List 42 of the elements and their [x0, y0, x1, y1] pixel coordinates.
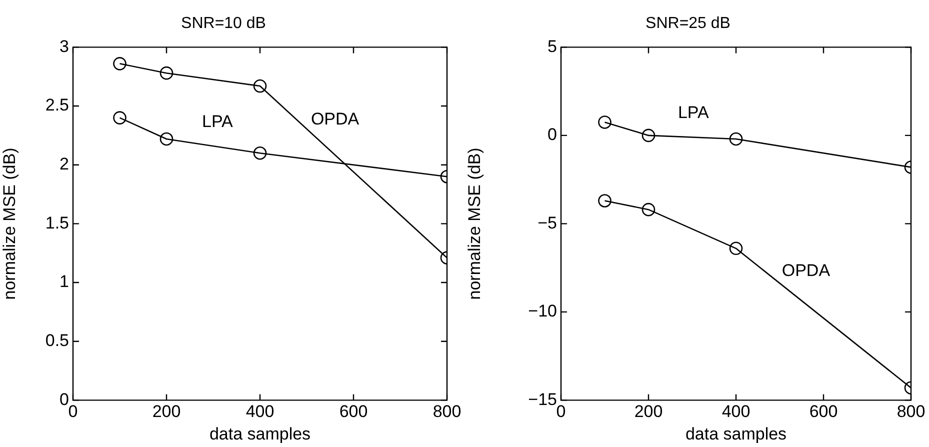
y-tick-label: 0.5 — [45, 331, 69, 350]
point — [160, 66, 174, 80]
series-label: OPDA — [782, 261, 831, 280]
point — [642, 128, 656, 142]
x-tick-label: 600 — [339, 402, 368, 422]
y-tick-label: 0 — [60, 390, 69, 409]
x-tick-label: 200 — [152, 402, 181, 422]
point — [160, 132, 174, 146]
y-tick-label: 0 — [548, 125, 557, 144]
point — [253, 146, 267, 160]
x-tick-label: 400 — [722, 402, 750, 422]
x-tick-label: 800 — [896, 402, 926, 422]
point — [598, 194, 612, 208]
series-label: OPDA — [310, 110, 360, 129]
chart-title: SNR=10 dB — [181, 15, 266, 32]
point — [729, 242, 743, 256]
x-axis-title: data samples — [209, 424, 311, 444]
y-tick-label: −5 — [538, 213, 557, 232]
series-label: LPA — [678, 102, 710, 122]
y-axis-title: normalize MSE (dB) — [464, 148, 484, 300]
y-axis-title: normalize MSE (dB) — [0, 148, 19, 300]
y-tick-label: 1 — [60, 272, 69, 292]
y-tick-label: −10 — [528, 302, 557, 321]
y-tick-label: −15 — [528, 390, 557, 409]
point — [253, 79, 267, 93]
x-tick-label: 200 — [634, 402, 663, 422]
x-tick-label: 400 — [246, 402, 274, 422]
point — [729, 132, 743, 146]
x-tick-label: 800 — [432, 402, 462, 422]
y-tick-label: 1.5 — [45, 213, 69, 232]
y-tick-label: 3 — [60, 36, 69, 56]
point — [642, 202, 656, 216]
point — [113, 111, 126, 124]
y-tick-label: 2.5 — [45, 96, 69, 115]
y-tick-label: 5 — [548, 36, 557, 56]
point — [598, 116, 612, 129]
chart-title: SNR=25 dB — [646, 15, 730, 32]
point — [113, 57, 126, 70]
x-tick-label: 600 — [809, 402, 838, 422]
series-label: LPA — [202, 112, 234, 131]
x-axis-title: data samples — [685, 424, 787, 444]
y-tick-label: 2 — [60, 154, 69, 174]
